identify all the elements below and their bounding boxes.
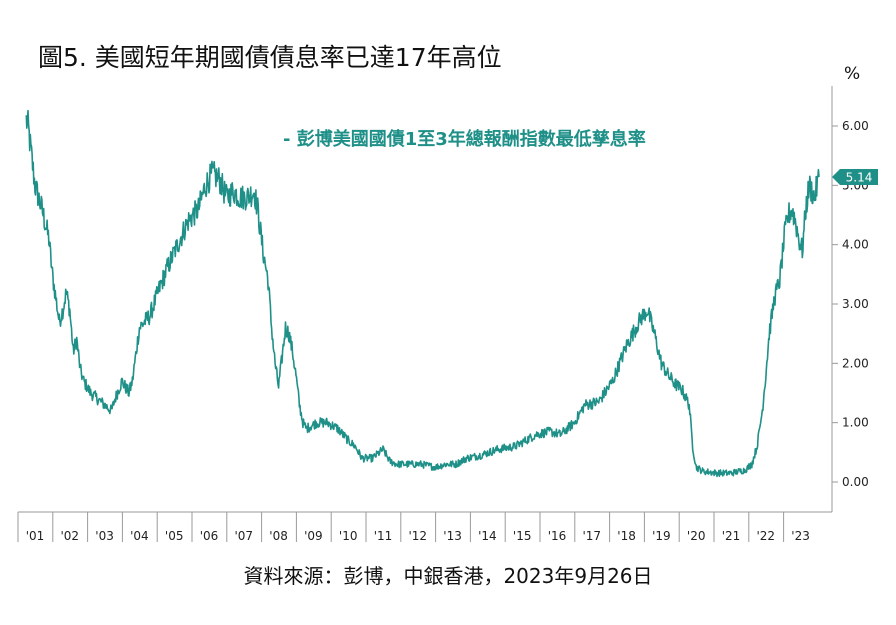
x-tick-label: '12 [409,529,428,543]
y-tick-label: 3.00 [842,297,869,311]
x-tick-label: '09 [304,529,323,543]
y-axis: 0.001.002.003.004.005.006.00 [831,86,869,512]
x-tick-label: '01 [26,529,45,543]
x-tick-label: '08 [269,529,288,543]
last-value-callout: 5.14 [832,169,878,186]
x-tick-label: '07 [235,529,254,543]
chart-title: 圖5. 美國短年期國債債息率已達17年高位 [38,43,502,72]
x-axis: '01 '02 '03 '04 '05 '06 '07 '08 '09 '10 '11 '12 '13 '… [17,511,832,543]
x-tick-label: '21 [722,529,741,543]
x-tick-label: '23 [791,529,810,543]
y-tick-label: 1.00 [842,416,869,430]
legend-series-label: - 彭博美國國債1至3年總報酬指數最低孳息率 [283,129,646,150]
x-tick-label: '20 [687,529,706,543]
y-tick-label: 0.00 [842,475,869,489]
x-tick-label: '13 [443,529,462,543]
last-value-badge [832,169,878,186]
x-tick-label: '15 [513,529,532,543]
x-tick-label: '16 [548,529,567,543]
series-layer [25,109,820,478]
y-axis-unit: % [844,64,861,84]
last-value-label: 5.14 [846,171,873,185]
source-note: 資料來源：彭博，中銀香港，2023年9月26日 [243,564,653,588]
x-tick-label: '19 [652,529,671,543]
y-tick-label: 4.00 [842,238,869,252]
y-tick-label: 6.00 [842,119,869,133]
x-tick-label: '14 [478,529,497,543]
x-tick-label: '03 [95,529,114,543]
x-tick-label: '10 [339,529,358,543]
x-tick-label: '18 [617,529,636,543]
x-tick-label: '17 [583,529,602,543]
x-tick-label: '04 [130,529,149,543]
x-tick-label: '22 [757,529,776,543]
x-tick-label: '02 [61,529,80,543]
x-tick-label: '11 [374,529,393,543]
series-line [25,109,820,478]
x-tick-label: '05 [165,529,184,543]
x-tick-label: '06 [200,529,219,543]
y-tick-label: 2.00 [842,356,869,370]
